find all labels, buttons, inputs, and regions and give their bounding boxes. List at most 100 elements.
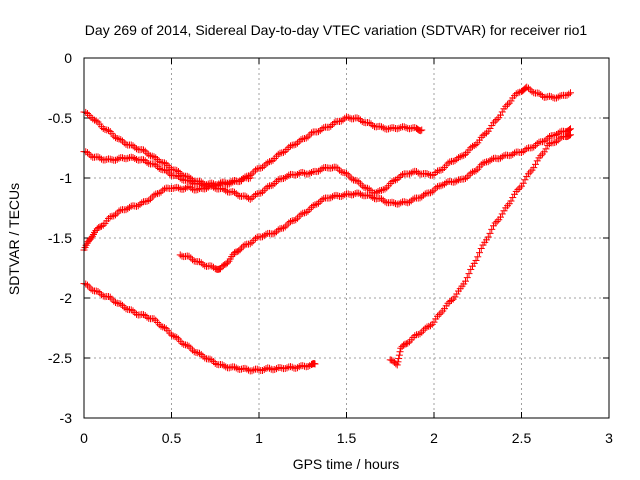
data-point-marker — [122, 140, 130, 148]
data-point-marker — [287, 363, 294, 371]
data-point-marker — [400, 198, 408, 206]
data-point-marker — [119, 154, 126, 162]
data-point-marker — [453, 177, 461, 185]
data-point-marker — [246, 174, 254, 182]
x-tick-label: 0 — [80, 430, 88, 446]
data-point-marker — [113, 155, 121, 163]
data-point-marker — [504, 101, 511, 109]
data-point-marker — [133, 145, 140, 153]
data-point-marker — [150, 153, 158, 161]
data-point-marker — [238, 176, 245, 184]
data-point-marker — [222, 187, 230, 195]
data-point-marker — [519, 148, 527, 156]
data-point-marker — [134, 202, 142, 210]
data-point-marker — [514, 89, 522, 97]
data-point-marker — [404, 339, 412, 347]
data-point-marker — [248, 194, 256, 202]
y-axis-label: SDTVAR / TECUs — [6, 183, 22, 295]
data-point-marker — [423, 323, 431, 331]
data-point-marker — [472, 141, 480, 149]
data-point-marker — [463, 274, 471, 282]
data-point-marker — [451, 157, 459, 165]
data-point-marker — [329, 193, 336, 201]
data-point-marker — [465, 270, 473, 278]
y-tick-label: -2.5 — [48, 350, 72, 366]
data-point-marker — [395, 173, 403, 181]
data-point-marker — [82, 280, 90, 288]
data-point-marker — [542, 145, 550, 153]
data-point-marker — [348, 175, 356, 183]
data-point-marker — [220, 179, 228, 187]
x-axis-label: GPS time / hours — [293, 456, 400, 472]
data-point-marker — [434, 183, 441, 191]
data-point-marker — [292, 364, 300, 372]
data-point-marker — [385, 125, 392, 133]
data-point-marker — [458, 152, 466, 160]
data-point-marker — [169, 332, 177, 340]
data-point-marker — [175, 184, 182, 192]
data-point-marker — [540, 137, 548, 145]
data-point-marker — [229, 178, 237, 186]
data-point-marker — [308, 129, 315, 137]
data-point-marker — [297, 136, 305, 144]
data-point-marker — [316, 197, 324, 205]
data-point-marker — [378, 195, 385, 203]
data-point-marker — [567, 89, 574, 97]
data-point-marker — [162, 167, 170, 175]
data-point-marker — [537, 90, 545, 98]
data-point-marker — [526, 168, 534, 176]
data-point-marker — [460, 151, 468, 159]
data-point-marker — [252, 191, 259, 199]
data-point-marker — [469, 168, 476, 176]
data-point-marker — [467, 265, 475, 273]
data-point-marker — [224, 259, 231, 267]
data-point-marker — [437, 182, 445, 190]
data-point-marker — [369, 194, 377, 202]
data-point-marker — [418, 193, 426, 201]
data-point-marker — [150, 191, 158, 199]
data-points — [80, 83, 574, 375]
data-point-marker — [155, 157, 163, 165]
data-point-marker — [477, 244, 485, 252]
data-point-marker — [185, 252, 193, 260]
data-point-marker — [491, 219, 499, 227]
x-tick-label: 2.5 — [512, 430, 532, 446]
data-point-marker — [201, 354, 209, 362]
data-point-marker — [407, 169, 415, 177]
data-point-marker — [117, 136, 125, 144]
data-point-marker — [84, 149, 91, 157]
data-point-marker — [455, 154, 462, 162]
data-point-marker — [145, 197, 153, 205]
data-point-marker — [292, 171, 300, 179]
data-point-marker — [423, 170, 431, 178]
data-point-marker — [390, 177, 398, 185]
data-point-marker — [472, 167, 480, 175]
plot-frame — [83, 57, 610, 419]
data-point-marker — [554, 136, 562, 144]
data-point-marker — [178, 176, 186, 184]
data-point-marker — [481, 158, 489, 166]
data-point-marker — [526, 86, 534, 94]
data-point-marker — [115, 207, 123, 215]
data-point-marker — [266, 158, 273, 166]
data-point-marker — [241, 241, 249, 249]
data-point-marker — [421, 190, 429, 198]
data-point-marker — [101, 156, 109, 164]
data-point-marker — [252, 234, 259, 242]
data-point-marker — [208, 356, 216, 364]
data-point-marker — [309, 202, 317, 210]
data-point-marker — [82, 108, 90, 116]
data-point-marker — [201, 185, 209, 193]
data-point-marker — [260, 366, 268, 374]
data-point-marker — [187, 254, 195, 262]
data-point-marker — [105, 126, 112, 134]
data-point-marker — [502, 102, 510, 110]
data-point-marker — [554, 93, 562, 101]
x-tick-label: 2 — [430, 430, 438, 446]
data-point-marker — [488, 155, 496, 163]
data-point-marker — [98, 123, 105, 131]
data-point-marker — [498, 210, 506, 218]
data-point-marker — [396, 348, 404, 356]
data-point-marker — [553, 138, 560, 146]
